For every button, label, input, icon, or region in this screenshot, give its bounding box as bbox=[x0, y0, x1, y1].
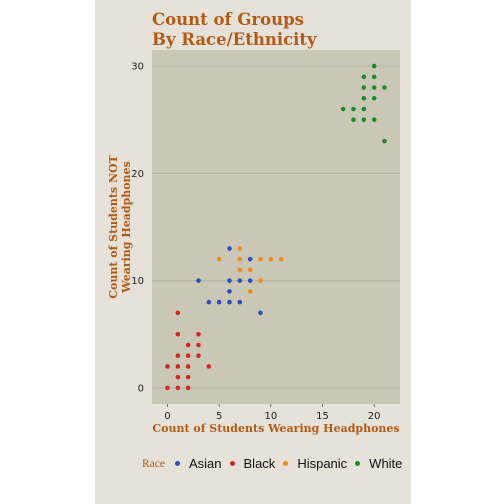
point-hispanic bbox=[268, 256, 274, 262]
legend-item-black: Black bbox=[229, 456, 276, 471]
point-white bbox=[361, 95, 367, 101]
legend-marker-asian bbox=[174, 461, 180, 466]
point-asian bbox=[227, 299, 232, 305]
point-white bbox=[361, 74, 367, 80]
point-hispanic bbox=[237, 246, 243, 251]
point-asian bbox=[247, 278, 253, 283]
y-tick-label: 10 bbox=[131, 276, 144, 287]
point-hispanic bbox=[237, 256, 243, 262]
x-tick-label: 10 bbox=[264, 411, 277, 422]
point-white bbox=[361, 117, 367, 123]
point-black bbox=[185, 374, 191, 380]
chart-title: Count of Groups By Race/Ethnicity bbox=[152, 10, 317, 50]
point-hispanic bbox=[237, 267, 243, 273]
legend-label-hispanic: Hispanic bbox=[297, 456, 348, 471]
legend-item-hispanic: Hispanic bbox=[283, 456, 347, 471]
point-asian bbox=[227, 278, 232, 283]
x-tick-label: 15 bbox=[316, 411, 329, 422]
point-hispanic bbox=[247, 267, 253, 273]
grid-lines bbox=[152, 65, 400, 389]
point-white bbox=[371, 85, 377, 90]
axis-ticks: 0 10 20 30 0 5 10 15 20 bbox=[131, 62, 380, 422]
point-black bbox=[165, 385, 170, 391]
legend-label-white: White bbox=[369, 456, 403, 471]
legend-label-black: Black bbox=[243, 456, 276, 471]
x-tick-label: 0 bbox=[164, 411, 170, 422]
point-black bbox=[175, 364, 181, 369]
legend-marker-black bbox=[229, 461, 235, 466]
point-asian bbox=[227, 289, 232, 294]
point-asian bbox=[216, 299, 222, 305]
point-white bbox=[371, 117, 377, 123]
legend-label-asian: Asian bbox=[188, 456, 222, 471]
point-white bbox=[382, 138, 387, 144]
chart-title-line-2: By Race/Ethnicity bbox=[152, 30, 317, 49]
point-black bbox=[185, 364, 191, 369]
point-white bbox=[361, 85, 367, 90]
point-hispanic bbox=[258, 256, 263, 262]
point-white bbox=[361, 106, 367, 112]
point-black bbox=[175, 310, 181, 316]
point-hispanic bbox=[258, 278, 263, 283]
point-white bbox=[340, 106, 346, 112]
plot-area bbox=[152, 50, 400, 404]
point-white bbox=[351, 106, 356, 112]
legend-item-asian: Asian bbox=[174, 456, 222, 471]
legend-item-white: White bbox=[355, 456, 402, 471]
x-axis-label: Count of Students Wearing Headphones bbox=[152, 422, 399, 435]
point-hispanic bbox=[216, 256, 222, 262]
point-black bbox=[175, 353, 181, 359]
y-tick-label: 30 bbox=[131, 62, 144, 73]
x-tick-label: 5 bbox=[216, 411, 222, 422]
point-white bbox=[371, 74, 377, 80]
point-black bbox=[196, 353, 201, 359]
y-axis-label: Count of Students NOT Wearing Headphones bbox=[107, 154, 133, 298]
point-black bbox=[185, 353, 191, 359]
point-asian bbox=[196, 278, 201, 283]
point-black bbox=[175, 385, 181, 391]
legend-title: Race bbox=[142, 457, 165, 470]
y-axis-label-line-1: Count of Students NOT bbox=[107, 154, 120, 298]
point-asian bbox=[227, 246, 232, 251]
y-tick-label: 20 bbox=[131, 169, 144, 180]
point-black bbox=[196, 342, 201, 348]
legend-marker-white bbox=[355, 461, 361, 466]
point-white bbox=[371, 95, 377, 101]
point-white bbox=[351, 117, 356, 123]
point-asian bbox=[237, 278, 243, 283]
y-axis-label-line-2: Wearing Headphones bbox=[120, 161, 133, 294]
point-asian bbox=[237, 299, 243, 305]
point-black bbox=[165, 364, 170, 369]
x-tick-label: 20 bbox=[368, 411, 381, 422]
point-black bbox=[175, 331, 181, 337]
point-black bbox=[206, 364, 212, 369]
point-white bbox=[382, 85, 387, 90]
point-hispanic bbox=[278, 256, 284, 262]
point-hispanic bbox=[247, 289, 253, 294]
point-black bbox=[185, 342, 191, 348]
point-white bbox=[371, 63, 377, 69]
y-tick-label: 0 bbox=[138, 383, 144, 394]
point-asian bbox=[258, 310, 263, 316]
chart-title-line-1: Count of Groups bbox=[152, 10, 304, 29]
legend: Race Asian Black Hispanic White bbox=[142, 456, 410, 471]
point-asian bbox=[247, 256, 253, 262]
point-black bbox=[175, 374, 181, 380]
legend-marker-hispanic bbox=[283, 461, 289, 466]
point-black bbox=[185, 385, 191, 391]
point-asian bbox=[206, 299, 212, 305]
point-black bbox=[196, 331, 201, 337]
data-points bbox=[165, 63, 387, 391]
